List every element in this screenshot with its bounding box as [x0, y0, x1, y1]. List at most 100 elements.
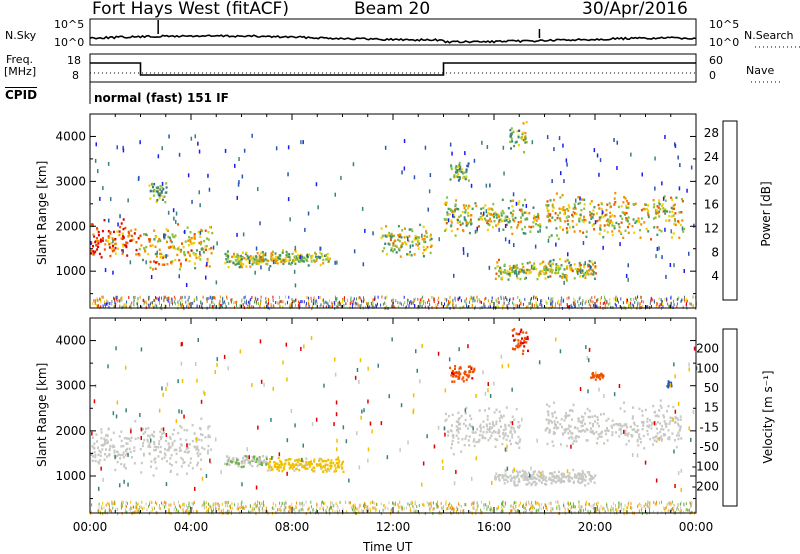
heatmap-cell [566, 229, 569, 233]
colorbar-tick: 12 [704, 221, 719, 235]
heatmap-cell [353, 249, 356, 254]
heatmap-cell [373, 506, 375, 510]
heatmap-cell [472, 501, 474, 505]
heatmap-cell [653, 300, 655, 304]
heatmap-cell [167, 297, 169, 300]
heatmap-cell [454, 375, 457, 378]
heatmap-cell [158, 296, 160, 300]
heatmap-cell [444, 388, 447, 393]
heatmap-cell [693, 223, 695, 228]
heatmap-cell [142, 428, 144, 431]
heatmap-cell [502, 432, 505, 435]
heatmap-cell [311, 254, 314, 258]
heatmap-cell [334, 295, 336, 299]
heatmap-cell [522, 505, 523, 508]
heatmap-cell [641, 409, 644, 413]
heatmap-cell [585, 230, 588, 233]
heatmap-cell [326, 505, 328, 509]
heatmap-cell [511, 415, 514, 418]
heatmap-cell [587, 482, 590, 485]
heatmap-cell [270, 252, 273, 255]
heatmap-cell [582, 275, 584, 278]
heatmap-cell [592, 424, 594, 428]
heatmap-cell [408, 304, 410, 308]
heatmap-cell [302, 460, 305, 463]
heatmap-cell [291, 297, 293, 301]
heatmap-cell [555, 303, 556, 307]
heatmap-cell [596, 153, 599, 158]
heatmap-cell [370, 301, 372, 305]
heatmap-cell [677, 502, 679, 506]
heatmap-cell [555, 476, 558, 479]
heatmap-cell [625, 509, 627, 513]
heatmap-cell [457, 172, 459, 176]
heatmap-cell [669, 420, 672, 423]
heatmap-cell [593, 148, 596, 153]
heatmap-cell [271, 468, 274, 471]
heatmap-cell [454, 167, 457, 170]
heatmap-cell [541, 503, 543, 507]
heatmap-cell [557, 479, 559, 482]
heatmap-cell [538, 508, 540, 512]
heatmap-cell [199, 235, 202, 238]
heatmap-cell [123, 437, 126, 440]
heatmap-cell [99, 304, 101, 308]
heatmap-cell [447, 207, 450, 211]
heatmap-cell [175, 461, 178, 464]
heatmap-cell [491, 423, 494, 426]
heatmap-cell [659, 404, 662, 407]
heatmap-cell [523, 151, 526, 154]
heatmap-cell [101, 295, 103, 299]
heatmap-cell [189, 457, 192, 460]
heatmap-cell [459, 214, 462, 217]
heatmap-cell [624, 504, 626, 508]
heatmap-cell [581, 269, 584, 272]
heatmap-cell [164, 505, 165, 509]
heatmap-cell [117, 222, 119, 227]
heatmap-cell [133, 449, 136, 453]
heatmap-cell [97, 245, 100, 249]
heatmap-cell [457, 165, 460, 169]
heatmap-cell [553, 431, 556, 435]
heatmap-cell [114, 237, 117, 241]
heatmap-cell [671, 236, 673, 239]
heatmap-cell [339, 500, 341, 504]
heatmap-cell [524, 297, 526, 301]
heatmap-cell [626, 298, 627, 302]
heatmap-cell [573, 203, 576, 207]
heatmap-cell [282, 467, 285, 470]
heatmap-cell [263, 459, 266, 463]
heatmap-cell [305, 500, 307, 504]
heatmap-cell [112, 431, 115, 434]
heatmap-cell [581, 219, 584, 222]
heatmap-cell [466, 252, 469, 257]
heatmap-cell [454, 365, 457, 368]
heatmap-cell [103, 506, 105, 510]
heatmap-cell [294, 283, 297, 288]
heatmap-cell [638, 436, 641, 439]
heatmap-cell [466, 304, 467, 308]
heatmap-cell [332, 302, 334, 306]
heatmap-cell [120, 430, 123, 433]
heatmap-cell [459, 366, 462, 369]
heatmap-cell [588, 221, 591, 224]
heatmap-cell [147, 444, 150, 447]
heatmap-cell [649, 301, 651, 305]
heatmap-cell [170, 464, 173, 467]
heatmap-cell [196, 445, 199, 448]
heatmap-cell [224, 302, 226, 306]
heatmap-cell [602, 215, 605, 219]
heatmap-cell [513, 144, 516, 148]
heatmap-cell [652, 443, 654, 446]
heatmap-cell [94, 301, 96, 305]
heatmap-cell [624, 433, 627, 436]
heatmap-cell [269, 458, 272, 461]
heatmap-cell [315, 463, 318, 466]
heatmap-cell [130, 500, 132, 504]
heatmap-cell [631, 415, 634, 418]
heatmap-cell [119, 304, 121, 308]
heatmap-cell [551, 479, 553, 482]
heatmap-cell [476, 226, 478, 231]
ytick-label: 1000 [55, 264, 86, 278]
heatmap-cell [527, 471, 530, 474]
